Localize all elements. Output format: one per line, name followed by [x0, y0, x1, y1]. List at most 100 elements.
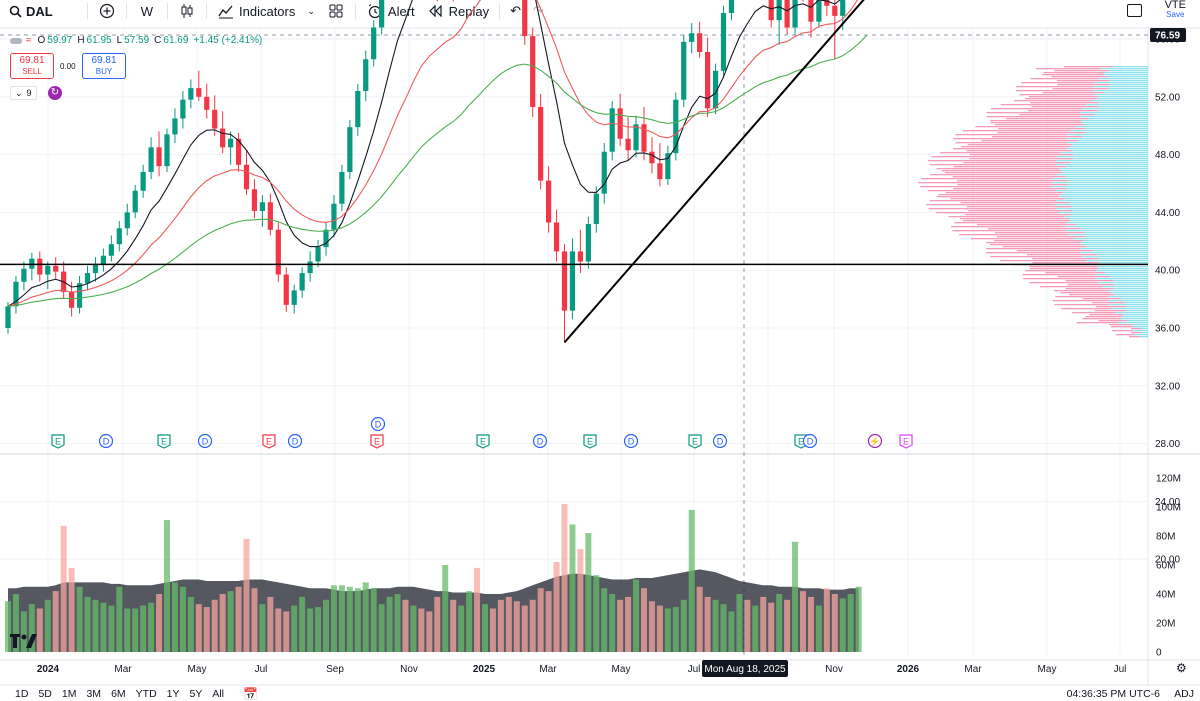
refresh-icon[interactable]: ↻ [48, 86, 62, 100]
buy-button[interactable]: 69.81 BUY [82, 53, 126, 79]
chevron-down-icon: ⌄ [307, 5, 315, 16]
volume-bar [744, 599, 751, 652]
indicators-button[interactable]: Indicators [211, 0, 301, 22]
profile-row-buy [1056, 174, 1148, 176]
candle-body [196, 88, 202, 97]
profile-row-buy [1068, 184, 1148, 186]
volume-bar [195, 604, 202, 652]
layout-save-button[interactable]: VTE Save [1165, 0, 1186, 20]
profile-row-buy [1071, 206, 1148, 208]
profile-row-buy [1108, 304, 1148, 306]
range-bar: 1D 5D 1M 3M 6M YTD 1Y 5Y All 📅 [0, 686, 1200, 701]
layout-button[interactable] [321, 0, 351, 22]
volume-bar [800, 591, 806, 652]
dividend-marker: D [202, 437, 209, 447]
event-shield [899, 434, 913, 449]
range-1m[interactable]: 1M [61, 687, 77, 700]
volume-bar [330, 585, 337, 652]
volume-bar [140, 605, 147, 652]
volume-bar [68, 567, 75, 652]
date-range-icon[interactable]: 📅 [243, 686, 258, 701]
profile-row-buy [1084, 132, 1148, 134]
range-ytd[interactable]: YTD [135, 687, 157, 700]
profile-row-buy [1067, 142, 1148, 144]
volume-bar [768, 602, 775, 652]
profile-row-sell [990, 120, 1082, 122]
profile-row-sell [990, 122, 1082, 124]
volume-bar [680, 599, 687, 652]
alert-button[interactable]: Alert [360, 0, 421, 22]
dividend-marker: D [717, 437, 724, 447]
profile-row-sell [988, 228, 1081, 230]
sell-price: 69.81 [19, 55, 45, 66]
volume-bar [227, 591, 234, 652]
profile-row-buy [1124, 302, 1148, 304]
profile-row-buy [1069, 146, 1148, 148]
candle-body [140, 171, 146, 191]
undo-button[interactable]: ↶ [504, 0, 527, 22]
range-5d[interactable]: 5D [38, 687, 52, 700]
save-label: Save [1166, 10, 1185, 19]
add-circle-icon [98, 2, 116, 20]
redo-button[interactable]: ↷ [527, 0, 550, 22]
time-tick-label: Jul [255, 664, 268, 675]
profile-row-buy [1098, 268, 1148, 270]
symbol-search[interactable]: DAL [0, 0, 59, 22]
volume-bar [521, 605, 528, 652]
adj-toggle[interactable]: ADJ [1174, 688, 1194, 700]
profile-row-sell [953, 166, 1067, 168]
profile-row-sell [1016, 86, 1093, 88]
symbol-label: DAL [26, 3, 53, 19]
price-axis: 72.0068.0064.0060.0056.0052.0048.0044.00… [1150, 28, 1186, 566]
range-3m[interactable]: 3M [86, 687, 102, 700]
candle-body [553, 222, 560, 252]
volume-bar [171, 582, 178, 652]
volume-bar [553, 562, 560, 652]
time-tick-label: 2025 [473, 664, 496, 675]
legend-toggle-icon[interactable] [10, 37, 22, 44]
profile-row-buy [1116, 312, 1148, 314]
profile-row-sell [1015, 90, 1093, 92]
volume-bar [20, 611, 27, 652]
profile-row-sell [975, 126, 1076, 128]
interval-button[interactable]: W [140, 3, 153, 19]
volume-bar [704, 596, 711, 652]
range-6m[interactable]: 6M [111, 687, 126, 700]
range-1d[interactable]: 1D [15, 687, 29, 700]
time-tick-label: Jul [688, 664, 701, 675]
tradingview-logo[interactable] [10, 634, 38, 653]
time-tick-label: Nov [400, 664, 418, 675]
candle-body [69, 291, 75, 308]
indicator-row[interactable]: ⌄ 9 [10, 86, 37, 100]
time-tick-label: Mar [964, 664, 982, 675]
profile-row-buy [1100, 68, 1148, 70]
profile-row-sell [1065, 280, 1114, 282]
volume-bar [585, 533, 592, 652]
candle-body [840, 0, 846, 16]
sell-button[interactable]: 69.81 SELL [10, 53, 54, 79]
profile-row-sell [1082, 298, 1121, 300]
range-1y[interactable]: 1Y [166, 687, 180, 700]
save-layout-icon[interactable] [1127, 4, 1142, 17]
range-all[interactable]: All [212, 687, 225, 700]
profile-row-buy [1070, 220, 1148, 222]
volume-bar [823, 588, 830, 652]
indicators-dropdown[interactable]: ⌄ [301, 0, 321, 22]
profile-row-sell [1052, 300, 1109, 302]
time-tick-label: May [1038, 664, 1057, 675]
profile-row-sell [1030, 78, 1099, 80]
candle-body [355, 91, 361, 128]
volume-bar [426, 611, 433, 652]
chart-type-button[interactable] [172, 0, 202, 22]
range-5y[interactable]: 5Y [189, 687, 203, 700]
profile-row-sell [1094, 310, 1126, 312]
profile-row-sell [944, 172, 1063, 174]
replay-button[interactable]: Replay [421, 0, 495, 22]
time-tick-label: 2024 [37, 664, 60, 675]
candle-body [180, 99, 186, 119]
profile-row-buy [1073, 238, 1148, 240]
profile-row-buy [1072, 144, 1148, 146]
compare-button[interactable] [92, 0, 122, 22]
candle-body [37, 258, 43, 275]
